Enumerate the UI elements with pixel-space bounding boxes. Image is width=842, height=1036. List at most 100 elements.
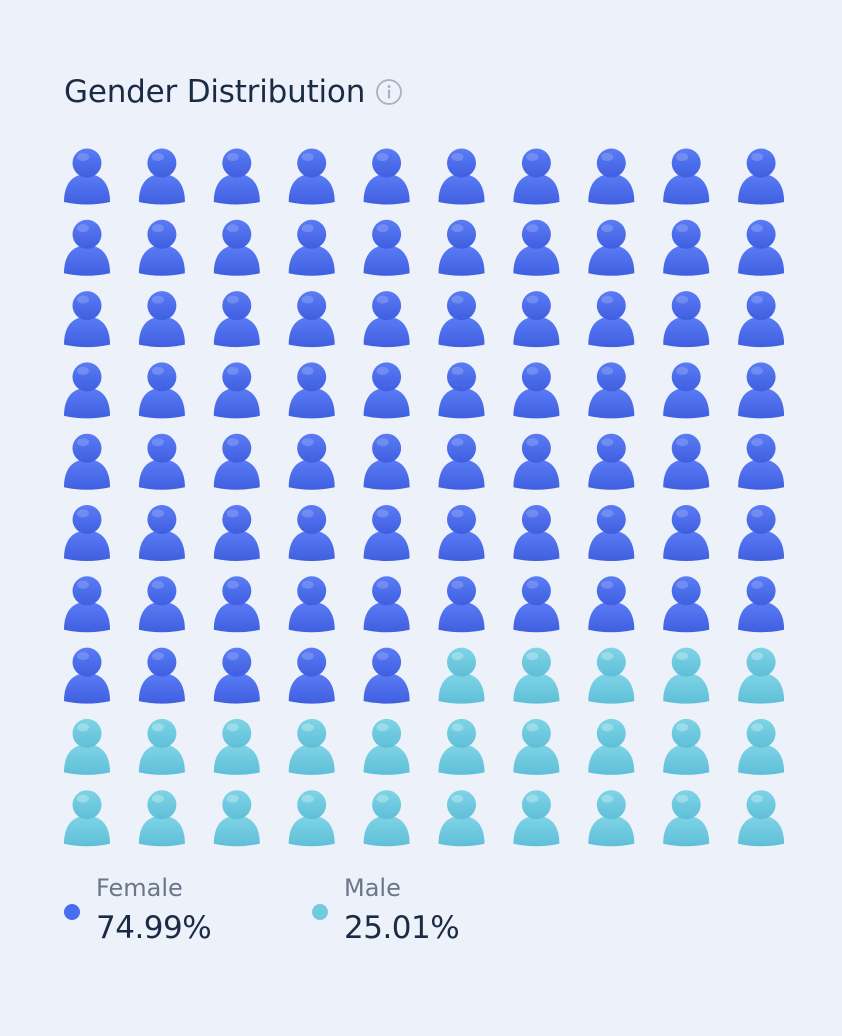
male-person-icon	[213, 718, 260, 775]
female-person-icon	[138, 148, 185, 205]
female-person-icon	[588, 576, 635, 633]
female-person-icon	[213, 433, 260, 490]
female-person-icon	[213, 647, 260, 704]
legend-label-female: Female	[96, 874, 183, 902]
female-person-icon	[663, 433, 710, 490]
female-person-icon	[738, 505, 785, 561]
female-person-icon	[64, 505, 110, 561]
female-person-icon	[588, 148, 635, 205]
female-person-icon	[738, 148, 785, 205]
female-person-icon	[738, 433, 785, 490]
female-person-icon	[738, 362, 785, 419]
male-person-icon	[663, 647, 710, 704]
female-person-icon	[138, 647, 185, 704]
female-person-icon	[213, 362, 260, 419]
female-person-icon	[663, 219, 710, 276]
female-dot	[64, 904, 80, 920]
female-person-icon	[663, 148, 710, 205]
female-person-icon	[438, 362, 485, 419]
female-person-icon	[663, 291, 710, 348]
female-person-icon	[288, 576, 335, 633]
card-header: Gender Distribution	[64, 74, 403, 110]
male-person-icon	[588, 790, 635, 847]
female-person-icon	[663, 362, 710, 419]
female-person-icon	[288, 362, 335, 419]
female-person-icon	[288, 647, 335, 704]
female-person-icon	[513, 433, 560, 490]
male-person-icon	[288, 718, 335, 775]
female-person-icon	[438, 148, 485, 205]
card-title: Gender Distribution	[64, 74, 366, 110]
legend-item-female: Female 74.99%	[64, 874, 284, 954]
female-person-icon	[213, 505, 260, 561]
male-person-icon	[588, 718, 635, 775]
male-person-icon	[513, 718, 560, 775]
female-person-icon	[138, 576, 185, 633]
female-person-icon	[363, 291, 410, 348]
female-person-icon	[138, 505, 185, 561]
female-person-icon	[513, 291, 560, 348]
female-person-icon	[663, 576, 710, 633]
female-person-icon	[588, 219, 635, 276]
female-person-icon	[738, 291, 785, 348]
legend-item-male: Male 25.01%	[312, 874, 532, 954]
female-person-icon	[513, 219, 560, 276]
male-person-icon	[138, 790, 185, 847]
male-person-icon	[438, 790, 485, 847]
female-person-icon	[588, 362, 635, 419]
info-icon[interactable]	[375, 78, 403, 106]
legend-value-male: 25.01%	[344, 910, 460, 946]
male-person-icon	[738, 718, 785, 775]
female-person-icon	[64, 433, 110, 490]
male-person-icon	[288, 790, 335, 847]
female-person-icon	[588, 291, 635, 348]
female-person-icon	[288, 505, 335, 561]
female-person-icon	[64, 219, 110, 276]
male-person-icon	[738, 647, 785, 704]
male-person-icon	[513, 647, 560, 704]
male-person-icon	[363, 790, 410, 847]
female-person-icon	[738, 576, 785, 633]
female-person-icon	[513, 148, 560, 205]
female-person-icon	[64, 291, 110, 348]
female-person-icon	[64, 362, 110, 419]
female-person-icon	[738, 219, 785, 276]
female-person-icon	[438, 433, 485, 490]
male-person-icon	[438, 718, 485, 775]
female-person-icon	[363, 647, 410, 704]
female-person-icon	[438, 291, 485, 348]
pictogram-svg	[64, 148, 785, 847]
female-person-icon	[438, 505, 485, 561]
male-person-icon	[363, 718, 410, 775]
female-person-icon	[588, 505, 635, 561]
male-person-icon	[438, 647, 485, 704]
female-person-icon	[138, 433, 185, 490]
male-person-icon	[213, 790, 260, 847]
male-person-icon	[663, 718, 710, 775]
female-person-icon	[138, 362, 185, 419]
female-person-icon	[64, 647, 110, 704]
pictogram-grid	[64, 148, 785, 847]
female-person-icon	[438, 219, 485, 276]
female-person-icon	[363, 148, 410, 205]
female-person-icon	[213, 576, 260, 633]
female-person-icon	[138, 219, 185, 276]
legend-value-female: 74.99%	[96, 910, 212, 946]
female-person-icon	[64, 576, 110, 633]
female-person-icon	[213, 219, 260, 276]
female-person-icon	[288, 291, 335, 348]
female-person-icon	[513, 576, 560, 633]
female-person-icon	[288, 219, 335, 276]
female-person-icon	[363, 576, 410, 633]
female-person-icon	[513, 505, 560, 561]
female-person-icon	[438, 576, 485, 633]
female-person-icon	[64, 148, 110, 205]
female-person-icon	[213, 148, 260, 205]
male-person-icon	[663, 790, 710, 847]
male-person-icon	[64, 718, 110, 775]
male-person-icon	[64, 790, 110, 847]
female-person-icon	[513, 362, 560, 419]
female-person-icon	[363, 362, 410, 419]
male-person-icon	[738, 790, 785, 847]
